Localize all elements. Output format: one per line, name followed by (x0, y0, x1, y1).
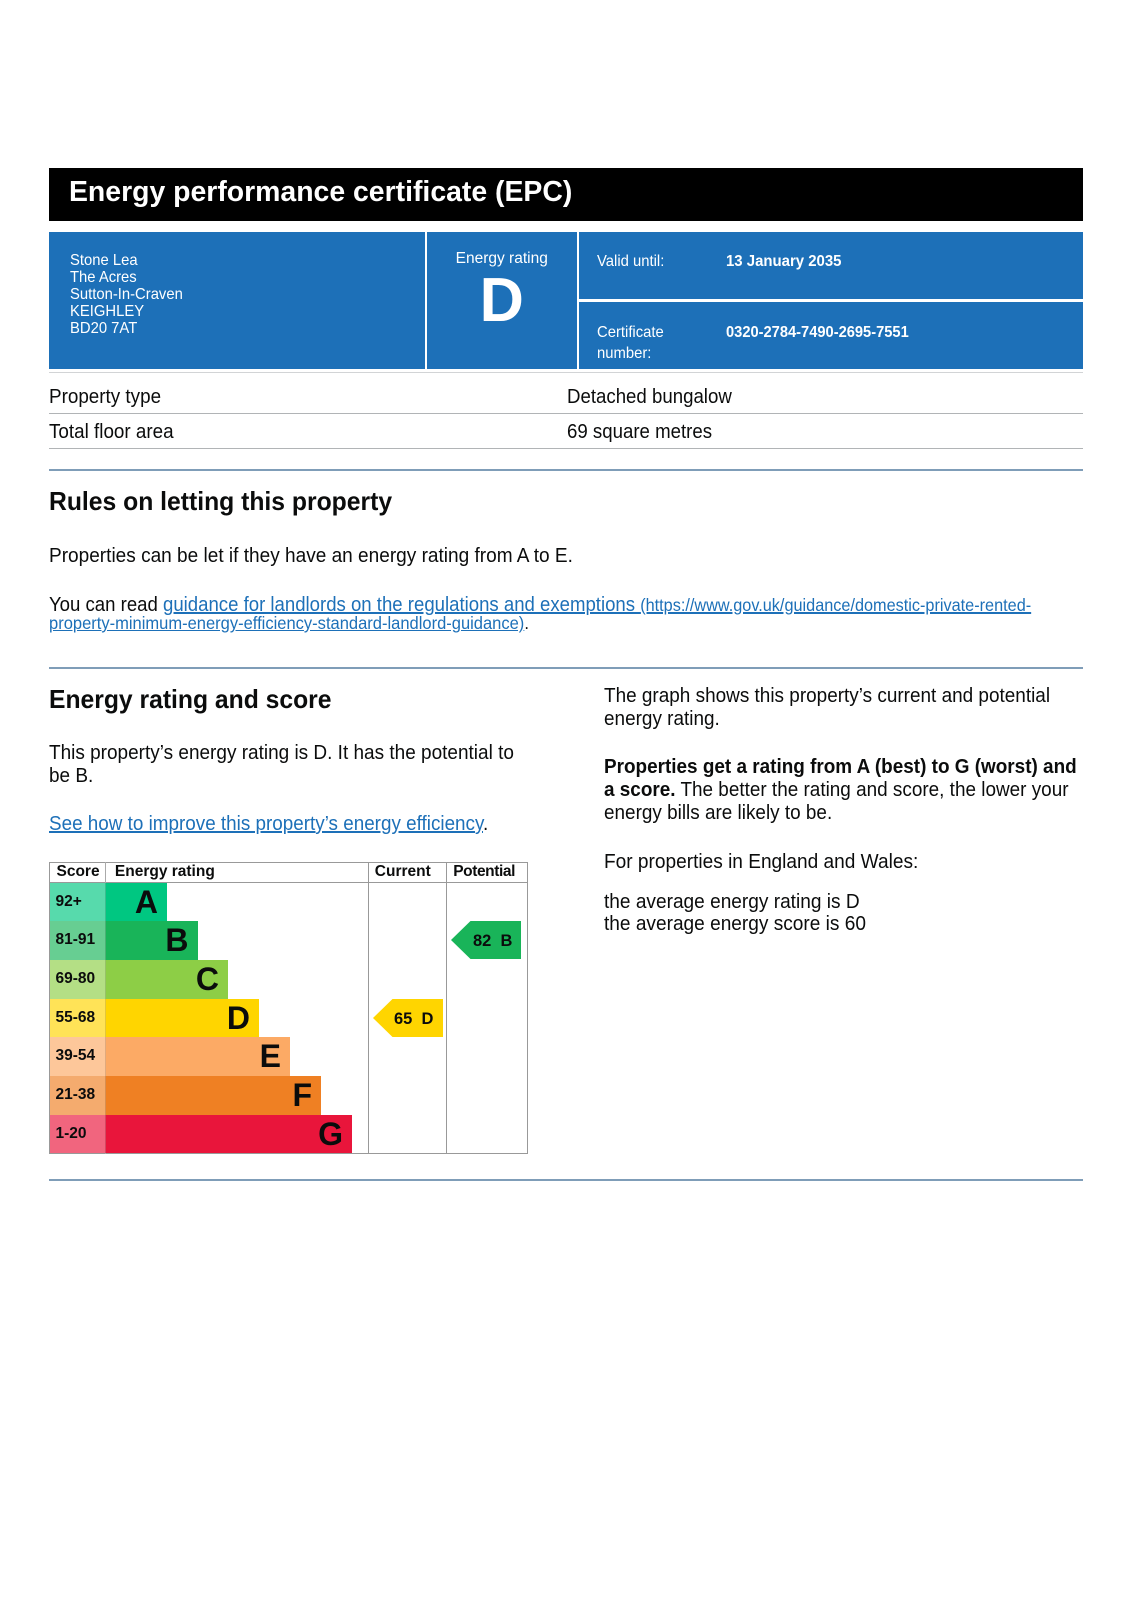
svg-text:65 D: 65 D (393, 1010, 432, 1028)
svg-text:82 B: 82 B (472, 932, 511, 950)
